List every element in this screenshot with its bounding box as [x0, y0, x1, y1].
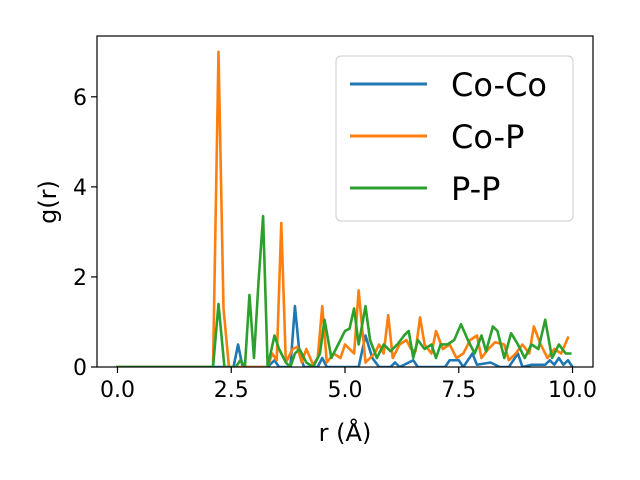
y-tick-label: 0	[73, 356, 87, 381]
legend-label: Co-Co	[451, 66, 547, 104]
x-axis: 0.0 2.5 5.0 7.5 10.0	[100, 367, 597, 403]
x-tick-label: 7.5	[441, 378, 476, 403]
legend: Co-Co Co-P P-P	[335, 55, 574, 222]
x-tick-label: 0.0	[100, 378, 135, 403]
series-layer	[116, 50, 575, 367]
legend-label: P-P	[451, 170, 500, 208]
x-tick-label: 5.0	[328, 378, 363, 403]
series-line-p-p	[116, 214, 572, 367]
y-tick-label: 6	[73, 86, 87, 111]
y-tick-label: 4	[73, 176, 87, 201]
series-line-co-co	[116, 304, 575, 367]
y-tick-label: 2	[73, 266, 87, 291]
x-tick-label: 10.0	[548, 378, 597, 403]
y-axis-label: g(r)	[34, 180, 62, 224]
x-axis-label: r (Å)	[319, 418, 372, 447]
legend-box	[335, 55, 574, 222]
legend-label: Co-P	[451, 118, 524, 156]
x-tick-label: 2.5	[214, 378, 249, 403]
y-axis: 0 2 4 6	[73, 86, 97, 381]
